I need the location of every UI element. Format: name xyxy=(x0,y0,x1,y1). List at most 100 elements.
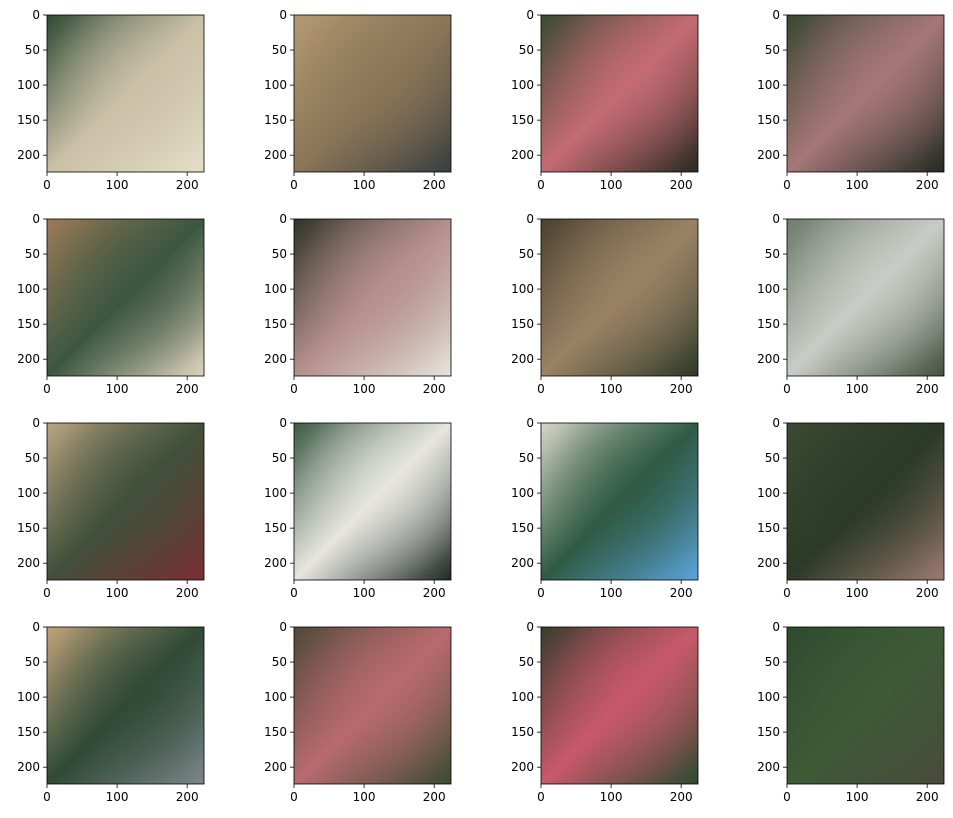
x-tick-label: 100 xyxy=(106,586,129,600)
x-tick-label: 0 xyxy=(537,382,545,396)
y-tick-label: 50 xyxy=(519,43,534,57)
y-tick-label: 0 xyxy=(772,212,780,226)
panel-image-overlay xyxy=(47,15,204,172)
y-tick-label: 150 xyxy=(264,317,287,331)
x-tick-label: 100 xyxy=(106,382,129,396)
x-tick-label: 100 xyxy=(846,586,869,600)
x-tick-label: 100 xyxy=(106,178,129,192)
y-tick-label: 200 xyxy=(511,148,534,162)
x-tick-label: 0 xyxy=(783,790,791,804)
y-tick-label: 0 xyxy=(32,8,40,22)
panel-r0c0: 0 100 200 0 50 100 150 200 xyxy=(17,8,205,192)
y-tick-label: 0 xyxy=(279,8,287,22)
panel-image-overlay xyxy=(47,627,204,784)
panel-frame xyxy=(293,218,452,377)
y-tick-label: 100 xyxy=(511,690,534,704)
panel-image-overlay xyxy=(541,627,698,784)
panel-image-overlay xyxy=(787,219,944,376)
x-tick-label: 200 xyxy=(670,790,693,804)
panel-r2c0: 0 100 200 0 50 100 150 200 xyxy=(17,416,205,600)
x-tick-label: 0 xyxy=(783,178,791,192)
y-tick-label: 50 xyxy=(272,247,287,261)
x-tick-label: 0 xyxy=(43,382,51,396)
y-tick-label: 100 xyxy=(757,282,780,296)
y-tick-label: 100 xyxy=(264,486,287,500)
y-tick-label: 200 xyxy=(264,148,287,162)
y-tick-label: 150 xyxy=(511,317,534,331)
panel-image-overlay xyxy=(294,627,451,784)
panel-r0c1: 0 100 200 0 50 100 150 200 xyxy=(264,8,452,192)
y-tick-label: 200 xyxy=(757,352,780,366)
y-tick-label: 50 xyxy=(25,43,40,57)
y-tick-label: 0 xyxy=(772,8,780,22)
x-tick-label: 100 xyxy=(600,382,623,396)
panel-frame xyxy=(293,14,452,173)
y-tick-label: 0 xyxy=(526,8,534,22)
panel-frame xyxy=(786,626,945,785)
panel-frame xyxy=(46,218,205,377)
panel-frame xyxy=(540,422,699,581)
panel-image-overlay xyxy=(541,423,698,580)
panel-frame xyxy=(540,14,699,173)
y-tick-label: 200 xyxy=(511,760,534,774)
y-tick-label: 100 xyxy=(264,78,287,92)
x-tick-label: 200 xyxy=(423,382,446,396)
x-tick-label: 0 xyxy=(290,178,298,192)
panel-r1c0: 0 100 200 0 50 100 150 200 xyxy=(17,212,205,396)
x-tick-label: 200 xyxy=(670,586,693,600)
x-tick-label: 200 xyxy=(176,178,199,192)
panel-image-overlay xyxy=(541,15,698,172)
panel-r1c2: 0 100 200 0 50 100 150 200 xyxy=(511,212,699,396)
x-tick-label: 200 xyxy=(176,586,199,600)
y-tick-label: 50 xyxy=(519,451,534,465)
y-tick-label: 100 xyxy=(511,486,534,500)
panel-frame xyxy=(46,14,205,173)
x-tick-label: 0 xyxy=(43,790,51,804)
y-tick-label: 100 xyxy=(511,78,534,92)
panel-image-overlay xyxy=(47,219,204,376)
panel-r3c0: 0 100 200 0 50 100 150 200 xyxy=(17,620,205,804)
panel-r2c1: 0 100 200 0 50 100 150 200 xyxy=(264,416,452,600)
x-tick-label: 100 xyxy=(846,790,869,804)
y-tick-label: 100 xyxy=(757,690,780,704)
panel-frame xyxy=(46,422,205,581)
y-tick-label: 50 xyxy=(765,43,780,57)
y-tick-label: 100 xyxy=(17,690,40,704)
y-tick-label: 0 xyxy=(279,620,287,634)
y-tick-label: 200 xyxy=(757,148,780,162)
y-tick-label: 150 xyxy=(757,113,780,127)
y-tick-label: 150 xyxy=(17,725,40,739)
y-tick-label: 0 xyxy=(526,620,534,634)
y-tick-label: 0 xyxy=(279,416,287,430)
y-tick-label: 100 xyxy=(17,486,40,500)
y-tick-label: 0 xyxy=(526,416,534,430)
y-tick-label: 150 xyxy=(757,521,780,535)
y-tick-label: 100 xyxy=(17,282,40,296)
y-tick-label: 50 xyxy=(272,451,287,465)
y-tick-label: 100 xyxy=(757,78,780,92)
x-tick-label: 200 xyxy=(916,382,939,396)
y-tick-label: 150 xyxy=(757,317,780,331)
y-tick-label: 0 xyxy=(772,416,780,430)
panel-r0c2: 0 100 200 0 50 100 150 200 xyxy=(511,8,699,192)
y-tick-label: 200 xyxy=(264,352,287,366)
y-tick-label: 0 xyxy=(32,416,40,430)
panel-r3c2: 0 100 200 0 50 100 150 200 xyxy=(511,620,699,804)
x-tick-label: 200 xyxy=(176,382,199,396)
panel-frame xyxy=(293,422,452,581)
x-tick-label: 100 xyxy=(353,586,376,600)
y-tick-label: 0 xyxy=(32,620,40,634)
panel-frame xyxy=(786,422,945,581)
panel-frame xyxy=(46,626,205,785)
x-tick-label: 200 xyxy=(916,790,939,804)
panel-frame xyxy=(540,218,699,377)
y-tick-label: 50 xyxy=(519,655,534,669)
panel-image-overlay xyxy=(294,15,451,172)
y-tick-label: 50 xyxy=(765,655,780,669)
y-tick-label: 50 xyxy=(765,247,780,261)
y-tick-label: 150 xyxy=(264,521,287,535)
y-tick-label: 150 xyxy=(264,113,287,127)
x-tick-label: 200 xyxy=(423,586,446,600)
x-tick-label: 0 xyxy=(537,586,545,600)
x-tick-label: 200 xyxy=(423,178,446,192)
